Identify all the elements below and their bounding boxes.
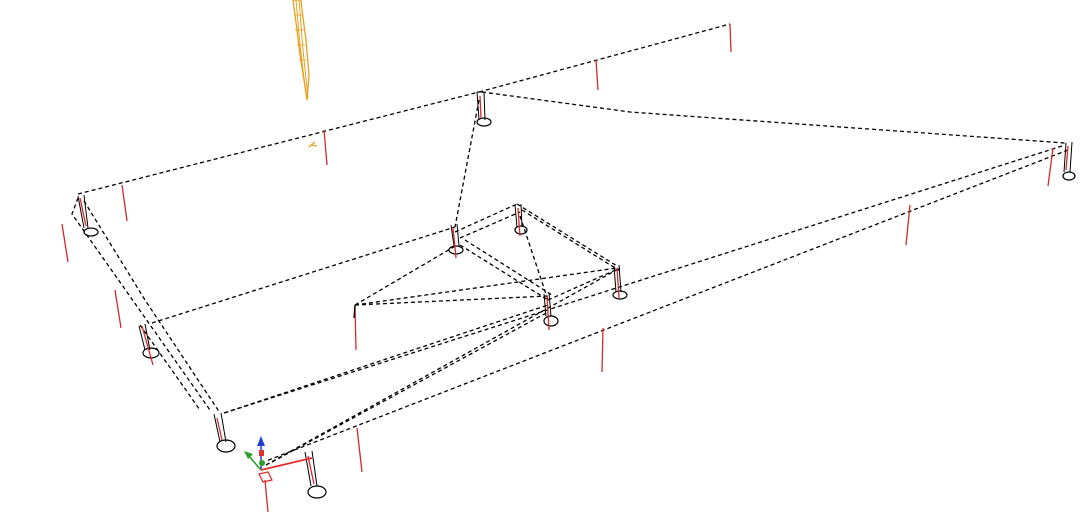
edge-apex-to-right-b (522, 210, 620, 271)
edge-mid-to-inner (455, 100, 479, 227)
ring-marker-icon[interactable] (477, 92, 491, 126)
edge-front-to-right-a (266, 268, 620, 465)
post-marker-icon[interactable] (62, 224, 68, 262)
edge-apex-to-center-b (465, 240, 552, 295)
edge-post-left-to-right (355, 268, 617, 305)
edge-front-to-right-b (272, 312, 548, 462)
edge-post-left-to-apex (355, 245, 457, 305)
axis-z-marker (259, 450, 264, 456)
wireframe-edges (72, 24, 1068, 465)
post-marker-icon[interactable] (122, 185, 127, 221)
post-marker-icon[interactable] (115, 290, 121, 328)
edge-right-apex-to-front-a (224, 146, 1062, 413)
post-marker-icon[interactable] (596, 60, 598, 90)
edge-apex-down (520, 216, 548, 300)
edge-inner-left-long (152, 227, 455, 323)
post-marker-icon[interactable] (355, 305, 356, 350)
post-marker-icon[interactable] (906, 205, 910, 245)
post-marker-icon[interactable] (324, 130, 327, 165)
post-marker-icon[interactable] (1048, 148, 1053, 186)
orange-object-inner-line (296, 0, 306, 95)
post-marker-icon[interactable] (265, 480, 268, 512)
post-marker-icon[interactable] (357, 428, 362, 472)
orange-small-mark (309, 142, 317, 147)
axis-z-arrow (257, 436, 265, 446)
ring-marker-icon[interactable] (214, 413, 235, 452)
ring-marker-icon[interactable] (139, 324, 159, 365)
ring-marker-icon[interactable] (78, 195, 98, 236)
post-marker-icon[interactable] (730, 24, 731, 52)
edge-right-apex-to-front-b (266, 150, 1068, 461)
edge-top-left-to-mid (78, 92, 479, 194)
ring-marker-icon[interactable] (449, 224, 463, 258)
post-markers (62, 24, 1053, 512)
edge-top-mid-to-back (479, 24, 730, 92)
edge-mid-to-right-apex (482, 92, 1065, 143)
ring-marker-icon[interactable] (1063, 142, 1075, 180)
axis-y-arrow (244, 451, 253, 459)
edge-left-front-a (72, 198, 210, 410)
edge-apex-to-right-a (517, 204, 617, 266)
ring-markers (78, 92, 1075, 498)
edge-front-left-to-center (224, 305, 548, 413)
post-marker-icon[interactable] (602, 328, 603, 372)
orange-object-icon (293, 0, 309, 100)
edge-apex-to-center-a (460, 245, 548, 300)
axis-y-marker (259, 460, 265, 466)
edge-left-front-b (84, 201, 220, 413)
axis-gizmo-icon[interactable] (244, 436, 312, 482)
